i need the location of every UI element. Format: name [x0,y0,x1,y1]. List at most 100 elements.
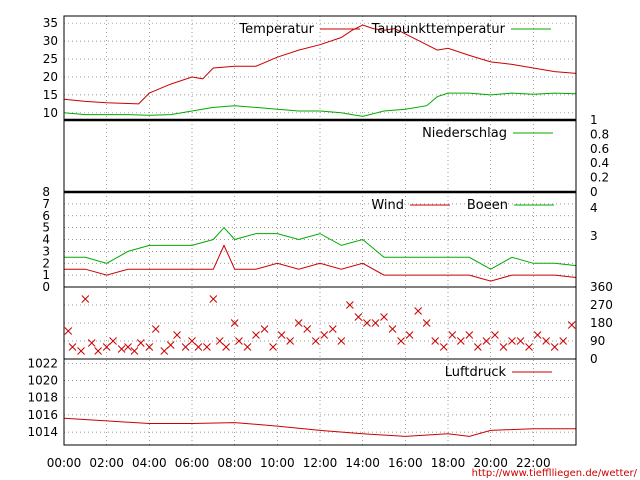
wind-ytick-label: 4 [42,233,50,247]
winddir-marker [173,331,181,339]
x-tick-label: 06:00 [175,456,210,470]
legend-luftdruck-label: Luftdruck [445,365,507,380]
temp-ytick-label: 25 [43,52,58,66]
legend-boeen-label: Boeen [467,198,508,213]
pressure-ytick-label: 1016 [27,408,58,422]
winddir-marker [499,343,508,351]
winddir-marker [550,343,559,351]
wind-right-tick-label: 3 [590,229,598,243]
wind-ytick-label: 0 [42,280,50,294]
winddir-marker [465,331,474,339]
precip-ytick-label: 0.8 [590,127,609,141]
winddir-marker [252,331,260,339]
wind-series-1 [64,244,577,282]
winddir-marker [567,321,576,329]
wind-ytick-label: 8 [42,185,50,199]
x-tick-label: 04:00 [132,456,167,470]
winddir-marker [422,319,431,327]
winddir-marker [151,325,160,333]
winddir-marker [559,337,568,345]
pressure-ytick-label: 1022 [27,356,58,370]
winddir-marker [303,325,312,333]
legend-temperatur-label: Temperatur [238,22,314,37]
winddir-marker [166,341,175,349]
x-tick-label: 14:00 [345,456,380,470]
winddir-marker [311,337,320,345]
winddir-marker [294,319,303,327]
x-tick-label: 10:00 [260,456,295,470]
winddir-marker [328,325,337,333]
x-tick-label: 16:00 [388,456,423,470]
wind-ytick-label: 5 [42,221,50,235]
winddir-marker [243,343,252,351]
pressure-ytick-label: 1020 [27,374,58,388]
precip-ytick-label: 0.4 [590,156,609,170]
precip-ytick-label: 0 [590,185,598,199]
footer-url: http://www.tiefflliegen.de/wetter/ [472,468,638,479]
temp-ytick-label: 10 [43,106,58,120]
winddir-marker [346,301,354,309]
winddir-marker [235,337,243,345]
legend-niederschlag-label: Niederschlag [422,126,507,141]
wind-ytick-label: 6 [42,209,50,223]
winddir-marker [414,307,422,315]
winddir-marker [94,347,102,355]
wind-series-0 [64,226,577,270]
winddir-marker [380,313,388,321]
winddir-marker [68,343,77,351]
winddir-marker [87,339,96,347]
precip-ytick-label: 1 [590,113,598,127]
winddir-marker [203,343,211,351]
x-tick-label: 08:00 [217,456,252,470]
winddir-marker [188,337,196,345]
winddir-marker [388,325,397,333]
pressure-ytick-label: 1018 [27,391,58,405]
winddir-ytick-label: 360 [590,280,613,294]
wind-right-tick-label: 4 [590,201,598,215]
winddir-marker [160,347,169,355]
wind-ytick-label: 2 [42,256,50,270]
winddir-marker [181,343,190,351]
winddir-marker [194,343,203,351]
winddir-marker [542,337,550,345]
x-tick-label: 18:00 [431,456,466,470]
winddir-ytick-label: 0 [590,352,598,366]
temp-series-0 [63,24,577,105]
winddir-marker [286,337,294,345]
winddir-ytick-label: 90 [590,334,605,348]
wind-ytick-label: 1 [42,268,50,282]
winddir-marker [371,319,380,327]
winddir-marker [124,343,132,351]
winddir-marker [269,343,277,351]
winddir-marker [439,343,448,351]
wind-ytick-label: 3 [42,244,50,258]
x-tick-label: 02:00 [89,456,124,470]
winddir-marker [109,337,117,345]
winddir-marker [431,337,440,345]
legend-taupunkt-label: Taupunkttemperatur [371,22,506,37]
winddir-marker [81,295,90,303]
temp-ytick-label: 30 [43,34,58,48]
winddir-marker [117,345,126,353]
winddir-marker [77,347,85,355]
temp-series-1 [63,92,577,117]
winddir-marker [363,319,371,327]
winddir-marker [102,343,111,351]
winddir-marker [491,331,499,339]
x-tick-label: 00:00 [47,456,82,470]
pressure-series [63,417,576,437]
temp-ytick-label: 35 [43,16,58,30]
winddir-marker [516,337,525,345]
pressure-ytick-label: 1014 [27,425,58,439]
temp-ytick-label: 15 [43,88,58,102]
winddir-marker [474,343,482,351]
winddir-marker [533,331,542,339]
winddir-marker [525,343,533,351]
winddir-marker [405,331,414,339]
winddir-marker [320,331,329,339]
winddir-marker [64,327,73,335]
winddir-marker [397,337,405,345]
winddir-ytick-label: 180 [590,316,613,330]
temp-ytick-label: 20 [43,70,58,84]
wind-ytick-label: 7 [42,197,50,211]
